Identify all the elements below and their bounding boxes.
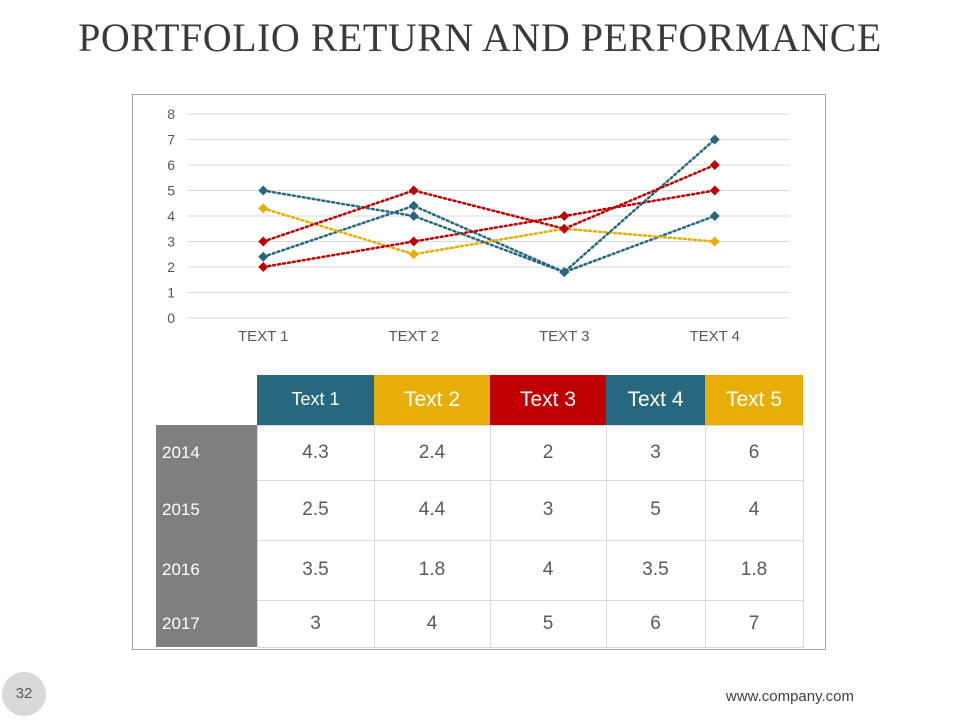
data-point bbox=[709, 160, 720, 170]
data-point bbox=[709, 236, 720, 247]
table-corner bbox=[156, 375, 257, 425]
row-year: 2016 bbox=[156, 540, 257, 600]
table-cell: 5 bbox=[605, 479, 706, 541]
table-header-text-4: Text 4 bbox=[606, 375, 705, 425]
data-point bbox=[408, 249, 419, 260]
y-tick-label: 3 bbox=[167, 234, 175, 250]
table-header-text-3: Text 3 bbox=[490, 375, 606, 425]
table-cell: 4 bbox=[489, 539, 607, 601]
table-cell: 6 bbox=[704, 424, 804, 481]
page-number-badge: 32 bbox=[2, 672, 46, 716]
data-point bbox=[408, 236, 419, 247]
table-cell: 3.5 bbox=[256, 539, 375, 601]
table-cell: 4 bbox=[704, 479, 804, 541]
y-tick-label: 7 bbox=[167, 132, 175, 148]
data-point bbox=[258, 262, 269, 272]
data-point bbox=[258, 251, 269, 262]
data-point bbox=[709, 134, 720, 145]
table-cell: 4.4 bbox=[373, 479, 491, 541]
x-tick-label: TEXT 1 bbox=[238, 328, 289, 345]
series-line bbox=[262, 189, 716, 269]
data-point bbox=[408, 185, 419, 196]
table-cell: 2.4 bbox=[373, 424, 491, 481]
x-tick-label: TEXT 3 bbox=[539, 328, 590, 345]
line-chart: 0 1 2 3 4 5 6 7 8 TEXT 1 TEXT 2 TEXT 3 TEXT 4 bbox=[167, 106, 790, 345]
table-cell: 2 bbox=[489, 424, 607, 481]
data-point bbox=[559, 223, 570, 234]
table-row: 2014 4.3 2.4 2 3 6 bbox=[156, 424, 804, 481]
table-row: 2015 2.5 4.4 3 5 4 bbox=[156, 479, 804, 541]
table-cell: 1.8 bbox=[704, 539, 804, 601]
data-point bbox=[559, 267, 570, 278]
footer-url: www.company.com bbox=[725, 688, 854, 705]
data-point bbox=[709, 211, 720, 221]
table-cell: 3 bbox=[489, 479, 607, 541]
data-table: Text 1 Text 2 Text 3 Text 4 Text 5 2014 … bbox=[156, 375, 804, 648]
table-cell: 3.5 bbox=[605, 539, 706, 601]
data-point bbox=[408, 200, 419, 211]
series-line bbox=[262, 138, 716, 274]
y-tick-label: 2 bbox=[167, 259, 175, 275]
table-cell: 3 bbox=[605, 424, 706, 481]
table-header-text-5: Text 5 bbox=[705, 375, 803, 425]
series-line bbox=[262, 163, 716, 243]
table-cell: 2.5 bbox=[256, 479, 375, 541]
data-point bbox=[258, 203, 269, 214]
data-point bbox=[408, 211, 419, 221]
row-year: 2014 bbox=[156, 425, 257, 480]
data-point bbox=[258, 185, 269, 196]
table-cell: 1.8 bbox=[373, 539, 491, 601]
y-tick-label: 5 bbox=[167, 183, 175, 199]
table-header-text-2: Text 2 bbox=[374, 375, 490, 425]
table-header-text-1: Text 1 bbox=[257, 375, 374, 425]
series-line bbox=[262, 204, 716, 274]
slide-title: PORTFOLIO RETURN AND PERFORMANCE bbox=[78, 15, 882, 60]
y-tick-label: 6 bbox=[167, 157, 175, 173]
x-tick-label: TEXT 2 bbox=[388, 328, 439, 345]
table-cell: 7 bbox=[704, 599, 804, 648]
table-cell: 4 bbox=[373, 599, 491, 648]
table-row: 2016 3.5 1.8 4 3.5 1.8 bbox=[156, 539, 804, 601]
table-cell: 6 bbox=[605, 599, 706, 648]
data-point bbox=[709, 185, 720, 196]
table-cell: 5 bbox=[489, 599, 607, 648]
data-point bbox=[559, 211, 570, 221]
x-tick-label: TEXT 4 bbox=[689, 328, 740, 345]
row-year: 2017 bbox=[156, 600, 257, 647]
table-row: 2017 3 4 5 6 7 bbox=[156, 599, 804, 648]
table-cell: 3 bbox=[256, 599, 375, 648]
y-tick-label: 8 bbox=[167, 106, 175, 122]
y-tick-label: 4 bbox=[167, 208, 175, 224]
data-point bbox=[258, 236, 269, 247]
y-tick-label: 0 bbox=[167, 310, 175, 326]
y-tick-label: 1 bbox=[167, 285, 175, 301]
content-frame bbox=[132, 94, 826, 650]
series-line bbox=[262, 207, 716, 256]
table-cell: 4.3 bbox=[256, 424, 375, 481]
row-year: 2015 bbox=[156, 480, 257, 540]
